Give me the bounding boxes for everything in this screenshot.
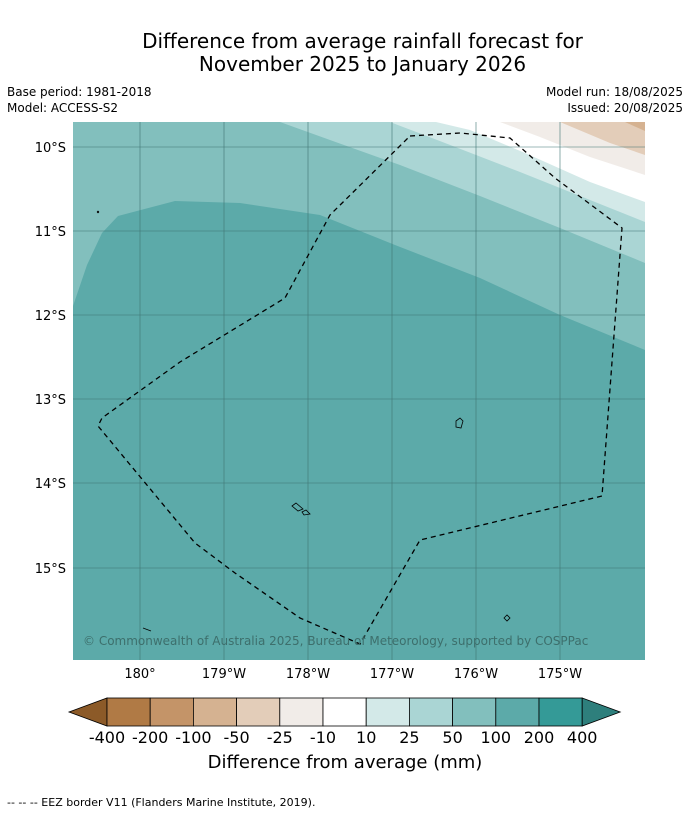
colorbar-segment (236, 697, 281, 727)
lon-label: 178°W (286, 667, 330, 682)
lon-label: 176°W (454, 667, 498, 682)
lon-label: 179°W (202, 667, 246, 682)
lat-label: 12°S (35, 309, 66, 324)
colorbar-tick-label: 50 (442, 728, 462, 747)
lat-label: 15°S (35, 562, 66, 577)
title-line-2: November 2025 to January 2026 (198, 52, 527, 76)
run-info: Model run: 18/08/2025 Issued: 20/08/2025 (546, 84, 683, 116)
rainfall-map: © Commonwealth of Australia 2025, Bureau… (73, 122, 645, 660)
latitude-labels: 10°S 11°S 12°S 13°S 14°S 15°S (35, 141, 66, 577)
colorbar-tick-label: 200 (524, 728, 555, 747)
issued-date: Issued: 20/08/2025 (567, 101, 683, 115)
model-name: Model: ACCESS-S2 (7, 101, 119, 115)
colorbar-tick-label: -50 (224, 728, 250, 747)
island-east (455, 417, 464, 429)
colorbar-segment (322, 697, 367, 727)
lat-label: 11°S (35, 225, 66, 240)
colorbar-title: Difference from average (mm) (207, 752, 483, 773)
base-period: Base period: 1981-2018 (7, 85, 152, 99)
islands (96, 210, 511, 632)
colorbar-tick-label: -25 (267, 728, 293, 747)
colorbar-tick-label: -200 (132, 728, 168, 747)
longitude-labels: 180° 179°W 178°W 177°W 176°W 175°W (124, 667, 582, 682)
model-run: Model run: 18/08/2025 (545, 85, 683, 99)
band-minus-50 (625, 122, 645, 131)
colorbar-extend-low (67, 697, 108, 727)
colorbar-segment (495, 697, 540, 727)
colorbar-extend-high (581, 697, 622, 727)
title-line-1: Difference from average rainfall forecas… (142, 29, 583, 53)
lat-label: 10°S (35, 141, 66, 156)
colorbar-segment (452, 697, 497, 727)
gridlines (73, 122, 645, 660)
colorbar-segment (149, 697, 194, 727)
island-central (291, 502, 304, 512)
model-info: Base period: 1981-2018 Model: ACCESS-S2 (7, 84, 152, 116)
colorbar-tick-label: 100 (481, 728, 512, 747)
colorbar-segment (365, 697, 410, 727)
copyright-notice: © Commonwealth of Australia 2025, Bureau… (83, 634, 588, 648)
eez-border (97, 132, 623, 645)
colorbar (67, 697, 622, 727)
colorbar-tick-label: -100 (175, 728, 211, 747)
colorbar-segment (538, 697, 583, 727)
lon-label: 175°W (538, 667, 582, 682)
colorbar-tick-label: 10 (356, 728, 376, 747)
colorbar-ticks: -400 -200 -100 -50 -25 -10 10 25 50 100 200 400 (89, 728, 598, 747)
lon-label: 180° (124, 667, 155, 682)
colorbar-tick-label: 400 (567, 728, 598, 747)
footer-note: -- -- -- EEZ border V11 (Flanders Marine… (7, 796, 316, 809)
island-southeast (503, 614, 511, 622)
island-central-small (301, 509, 311, 516)
lon-label: 177°W (370, 667, 414, 682)
colorbar-segment (279, 697, 324, 727)
island-southwest (142, 627, 152, 632)
colorbar-segment (192, 697, 237, 727)
map-title: Difference from average rainfall forecas… (0, 30, 690, 76)
colorbar-tick-label: -400 (89, 728, 125, 747)
lat-label: 14°S (35, 477, 66, 492)
colorbar-segment (408, 697, 453, 727)
colorbar-tick-label: 25 (399, 728, 419, 747)
island-northwest (96, 210, 100, 214)
colorbar-segment (106, 697, 151, 727)
colorbar-tick-label: -10 (310, 728, 336, 747)
lat-label: 13°S (35, 393, 66, 408)
